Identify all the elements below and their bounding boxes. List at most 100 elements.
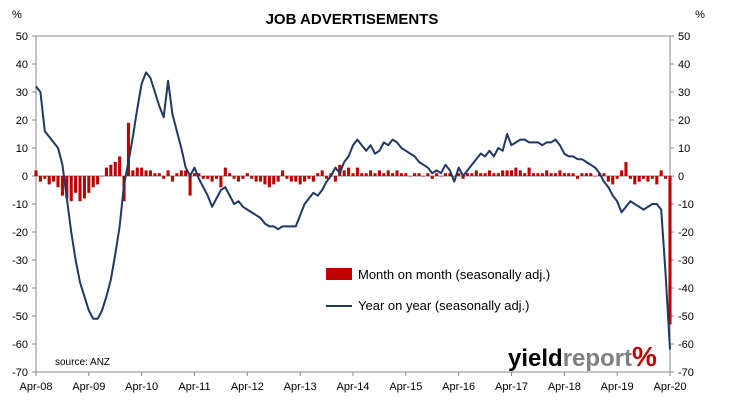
mom-bar	[82, 176, 86, 199]
mom-bar	[245, 173, 249, 176]
mom-bar	[584, 173, 588, 176]
mom-bar	[294, 176, 298, 182]
mom-bar	[47, 176, 51, 185]
mom-bar	[439, 176, 443, 177]
mom-bar	[34, 170, 38, 176]
mom-bar	[113, 162, 117, 176]
mom-bar	[404, 173, 408, 176]
mom-bar	[347, 167, 351, 176]
right-tick-label: 20	[678, 115, 690, 127]
mom-bar	[192, 173, 197, 176]
mom-bar	[355, 167, 359, 176]
mom-bar	[611, 176, 615, 185]
right-tick-label: 40	[678, 59, 690, 71]
x-tick-label: Apr-17	[495, 381, 528, 393]
mom-bar	[483, 173, 487, 176]
left-axis-ticks: 50 40 30 20 10 0 -10 -20 -30 -40 -50 -60 -70	[12, 31, 36, 379]
mom-bar	[395, 170, 399, 176]
logo-text: yieldreport%	[508, 341, 657, 372]
x-tick-label: Apr-09	[72, 381, 105, 393]
left-tick-label: 0	[22, 171, 28, 183]
mom-bar	[109, 164, 113, 176]
x-axis-ticks: Apr-08 Apr-09 Apr-10 Apr-11 Apr-12 Apr-13 Apr-…	[19, 372, 687, 393]
mom-bar	[549, 173, 553, 176]
mom-bar	[382, 173, 386, 176]
left-tick-label: 20	[16, 115, 28, 127]
mom-bar	[232, 176, 236, 179]
mom-bar	[263, 176, 267, 185]
mom-bar	[311, 176, 315, 182]
left-axis-unit: %	[12, 9, 22, 21]
legend-label-year-on-year: Year on year (seasonally adj.)	[358, 298, 530, 313]
mom-bar	[131, 170, 135, 176]
mom-bar	[536, 173, 540, 176]
mom-bar	[175, 173, 179, 176]
mom-bar	[184, 170, 188, 176]
mom-bar	[307, 176, 311, 179]
chart-title: JOB ADVERTISEMENTS	[266, 11, 439, 28]
mom-bar	[289, 176, 293, 182]
mom-bar	[624, 162, 628, 176]
mom-bar	[236, 176, 241, 182]
right-tick-label: -10	[678, 199, 694, 211]
x-tick-label: Apr-08	[19, 381, 52, 393]
mom-bar	[558, 170, 562, 176]
mom-bar	[364, 173, 368, 176]
right-tick-label: 30	[678, 87, 690, 99]
mom-bar	[360, 173, 364, 176]
mom-bar	[505, 170, 509, 176]
mom-bar	[620, 170, 624, 176]
mom-bar	[571, 173, 575, 176]
legend-label-month-on-month: Month on month (seasonally adj.)	[358, 267, 550, 282]
mom-bar	[250, 176, 254, 179]
x-tick-label: Apr-20	[653, 381, 686, 393]
plot-area	[35, 35, 671, 373]
right-axis-unit: %	[695, 9, 705, 21]
x-tick-label: Apr-14	[336, 381, 369, 393]
left-tick-label: 40	[16, 59, 28, 71]
right-tick-label: 10	[678, 143, 690, 155]
mom-bar	[408, 176, 412, 177]
mom-bar	[60, 176, 64, 196]
mom-bar	[470, 173, 474, 176]
mom-bar	[527, 167, 531, 176]
mom-bar	[399, 173, 403, 176]
mom-bar	[426, 173, 430, 176]
right-tick-label: -30	[678, 255, 694, 267]
mom-bar	[461, 176, 465, 179]
mom-bar	[135, 167, 139, 176]
mom-bar	[421, 176, 425, 177]
mom-bar	[214, 176, 219, 179]
mom-bar	[576, 176, 580, 179]
mom-bar	[580, 173, 584, 176]
mom-bar	[664, 176, 668, 179]
right-tick-label: -50	[678, 311, 694, 323]
mom-bar	[223, 167, 227, 176]
mom-bar	[435, 173, 439, 176]
mom-bar	[342, 170, 346, 176]
mom-bar	[377, 170, 381, 176]
mom-bar	[188, 176, 192, 196]
mom-bar	[144, 170, 148, 176]
mom-bar	[254, 176, 258, 182]
mom-bar	[518, 170, 522, 176]
legend-swatch-month-on-month	[326, 268, 352, 280]
mom-bar	[509, 170, 514, 176]
right-tick-label: 50	[678, 31, 690, 43]
right-tick-label: 0	[678, 171, 684, 183]
mom-bar	[615, 176, 619, 179]
left-tick-label: 50	[16, 31, 28, 43]
mom-bar	[65, 176, 69, 199]
mom-bar	[52, 176, 56, 182]
year-on-year-line	[35, 71, 671, 350]
mom-bar	[487, 170, 492, 176]
x-tick-label: Apr-11	[178, 381, 210, 393]
x-tick-label: Apr-13	[284, 381, 317, 393]
mom-bar	[479, 173, 483, 176]
mom-bar	[589, 173, 593, 176]
mom-bar	[373, 173, 377, 176]
logo-text-yield: yield	[508, 345, 563, 372]
left-tick-label: -40	[12, 283, 28, 295]
mom-bar	[316, 173, 320, 176]
mom-bar	[474, 170, 478, 176]
